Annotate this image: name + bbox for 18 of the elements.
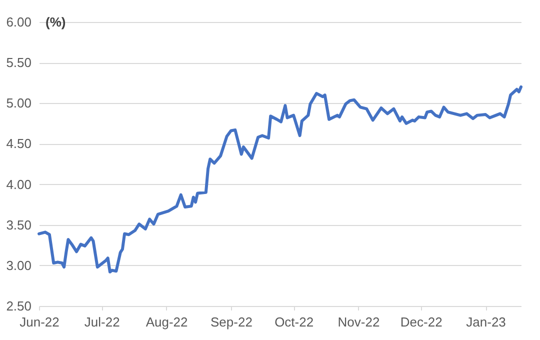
y-tick-label: 5.00	[6, 96, 32, 111]
y-tick-label: 5.50	[6, 55, 32, 70]
y-tick-label: 6.00	[6, 14, 32, 30]
y-tick-label: 3.50	[6, 217, 32, 232]
x-tick-label: Oct-22	[274, 314, 314, 330]
x-tick-label: Jun-22	[20, 314, 60, 330]
y-tick-label: 4.00	[6, 176, 32, 192]
y-tick-label: 2.50	[6, 298, 32, 314]
y-tick-label: 3.00	[6, 258, 32, 273]
x-tick-label: Nov-22	[338, 314, 380, 330]
y-tick-label: 4.50	[6, 136, 32, 152]
x-tick-label: Jul-22	[84, 314, 120, 330]
line-series	[38, 85, 522, 274]
x-tick-label: Dec-22	[400, 314, 442, 330]
x-tick-label: Sep-22	[210, 314, 252, 330]
x-tick-label: Jan-23	[466, 314, 506, 330]
x-tick-label: Aug-22	[146, 314, 188, 330]
y-axis-title: (%)	[46, 14, 66, 30]
